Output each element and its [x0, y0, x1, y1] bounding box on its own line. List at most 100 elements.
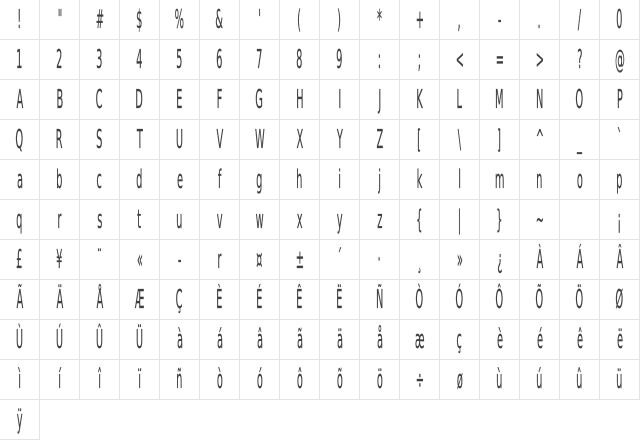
glyph-cell[interactable]: · [360, 240, 400, 280]
glyph-cell[interactable]: í [40, 360, 80, 400]
glyph-cell[interactable]: ' [240, 0, 280, 40]
glyph-cell[interactable]: 6 [200, 40, 240, 80]
glyph-cell[interactable]: A [0, 80, 40, 120]
glyph-cell[interactable]: ] [480, 120, 520, 160]
glyph-cell[interactable]: 7 [240, 40, 280, 80]
glyph-cell[interactable]: > [520, 40, 560, 80]
glyph-cell[interactable]: 1 [0, 40, 40, 80]
glyph-cell[interactable]: e [160, 160, 200, 200]
glyph-cell[interactable]: æ [400, 320, 440, 360]
glyph-cell[interactable]: " [40, 0, 80, 40]
glyph-cell[interactable]: Ä [40, 280, 80, 320]
glyph-cell[interactable]: å [360, 320, 400, 360]
glyph-cell[interactable]: ; [400, 40, 440, 80]
glyph-cell[interactable]: W [240, 120, 280, 160]
glyph-cell[interactable]: M [480, 80, 520, 120]
glyph-cell[interactable]: ¸ [400, 240, 440, 280]
glyph-cell[interactable]: $ [120, 0, 160, 40]
glyph-cell[interactable]: [ [400, 120, 440, 160]
glyph-cell[interactable]: z [360, 200, 400, 240]
glyph-cell[interactable]: V [200, 120, 240, 160]
glyph-cell[interactable]: F [200, 80, 240, 120]
glyph-cell[interactable]: P [600, 80, 640, 120]
glyph-cell[interactable]: Ó [440, 280, 480, 320]
glyph-cell[interactable]: O [560, 80, 600, 120]
glyph-cell[interactable]: K [400, 80, 440, 120]
glyph-cell[interactable]: & [200, 0, 240, 40]
glyph-cell[interactable]: n [520, 160, 560, 200]
glyph-cell[interactable]: £ [0, 240, 40, 280]
glyph-cell[interactable]: a [0, 160, 40, 200]
glyph-cell[interactable]: ~ [520, 200, 560, 240]
glyph-cell[interactable]: i [320, 160, 360, 200]
glyph-cell[interactable]: # [80, 0, 120, 40]
glyph-cell[interactable]: = [480, 40, 520, 80]
glyph-cell[interactable]: õ [320, 360, 360, 400]
glyph-cell[interactable]: f [200, 160, 240, 200]
glyph-cell[interactable]: « [120, 240, 160, 280]
glyph-cell[interactable]: é [520, 320, 560, 360]
glyph-cell[interactable]: D [120, 80, 160, 120]
glyph-cell[interactable]: Æ [120, 280, 160, 320]
glyph-cell[interactable]: Â [600, 240, 640, 280]
glyph-cell[interactable]: Ê [280, 280, 320, 320]
glyph-cell[interactable]: Û [80, 320, 120, 360]
glyph-cell[interactable]: î [80, 360, 120, 400]
glyph-cell[interactable]: / [560, 0, 600, 40]
glyph-cell[interactable]: B [40, 80, 80, 120]
glyph-cell[interactable]: » [440, 240, 480, 280]
glyph-cell[interactable]: T [120, 120, 160, 160]
glyph-cell[interactable]: _ [560, 120, 600, 160]
glyph-cell[interactable]: Ö [560, 280, 600, 320]
glyph-cell[interactable]: \ [440, 120, 480, 160]
glyph-cell[interactable]: } [480, 200, 520, 240]
glyph-cell[interactable]: C [80, 80, 120, 120]
glyph-cell[interactable]: p [600, 160, 640, 200]
glyph-cell[interactable]: g [240, 160, 280, 200]
glyph-cell[interactable]: ? [560, 40, 600, 80]
glyph-cell[interactable]: t [120, 200, 160, 240]
glyph-cell[interactable]: w [240, 200, 280, 240]
glyph-cell[interactable]: r [200, 240, 240, 280]
glyph-cell[interactable]: ) [320, 0, 360, 40]
glyph-cell[interactable]: ¿ [480, 240, 520, 280]
glyph-cell[interactable]: Õ [520, 280, 560, 320]
glyph-cell[interactable]: k [400, 160, 440, 200]
glyph-cell[interactable]: É [240, 280, 280, 320]
glyph-cell[interactable]: û [560, 360, 600, 400]
glyph-cell[interactable]: ë [600, 320, 640, 360]
glyph-cell[interactable]: . [520, 0, 560, 40]
glyph-cell[interactable]: : [360, 40, 400, 80]
glyph-cell[interactable]: Å [80, 280, 120, 320]
glyph-cell[interactable]: h [280, 160, 320, 200]
glyph-cell[interactable]: R [40, 120, 80, 160]
glyph-cell[interactable]: Z [360, 120, 400, 160]
glyph-cell[interactable]: X [280, 120, 320, 160]
glyph-cell[interactable]: + [400, 0, 440, 40]
glyph-cell[interactable]: - [480, 0, 520, 40]
glyph-cell[interactable]: Á [560, 240, 600, 280]
glyph-cell[interactable]: d [120, 160, 160, 200]
glyph-cell[interactable]: Ç [160, 280, 200, 320]
glyph-cell[interactable]: S [80, 120, 120, 160]
glyph-cell[interactable]: 3 [80, 40, 120, 80]
glyph-cell[interactable]: á [200, 320, 240, 360]
glyph-cell[interactable]: I [320, 80, 360, 120]
glyph-cell[interactable]: à [160, 320, 200, 360]
glyph-cell[interactable]: ê [560, 320, 600, 360]
glyph-cell[interactable]: ñ [160, 360, 200, 400]
glyph-cell[interactable]: < [440, 40, 480, 80]
glyph-cell[interactable]: - [160, 240, 200, 280]
glyph-cell[interactable]: | [440, 200, 480, 240]
glyph-cell[interactable]: ì [0, 360, 40, 400]
glyph-cell[interactable]: Q [0, 120, 40, 160]
glyph-cell[interactable]: r [40, 200, 80, 240]
glyph-cell[interactable]: ò [200, 360, 240, 400]
glyph-cell[interactable]: Ñ [360, 280, 400, 320]
glyph-cell[interactable]: L [440, 80, 480, 120]
glyph-cell[interactable]: @ [600, 40, 640, 80]
glyph-cell[interactable]: ã [280, 320, 320, 360]
glyph-cell[interactable]: 0 [600, 0, 640, 40]
glyph-cell[interactable]: ü [600, 360, 640, 400]
glyph-cell[interactable]: l [440, 160, 480, 200]
